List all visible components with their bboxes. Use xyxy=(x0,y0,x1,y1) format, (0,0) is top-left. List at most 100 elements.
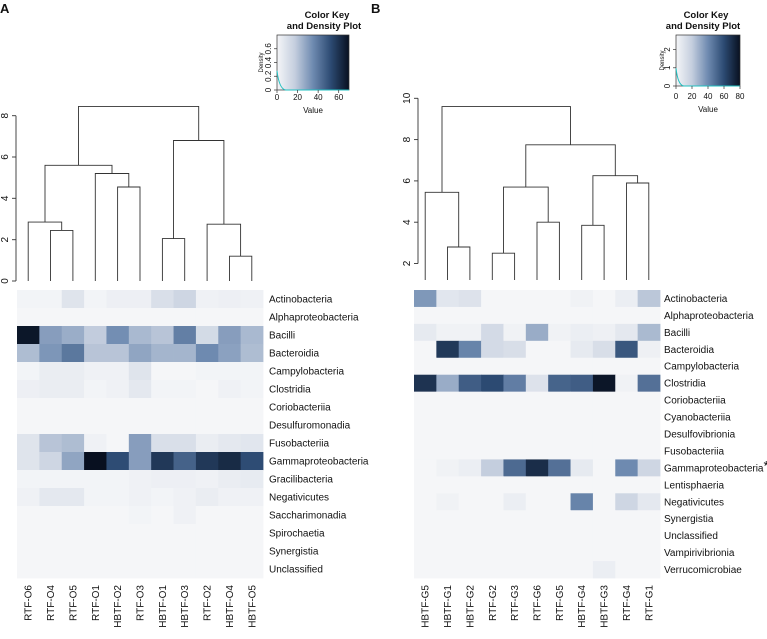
heatmap-cell xyxy=(128,380,152,399)
row-label: Vampirivibrionia xyxy=(664,548,735,559)
heatmap-cell xyxy=(151,398,174,417)
heatmap-cell xyxy=(414,357,437,376)
key-x-tick-label: 80 xyxy=(736,92,745,101)
row-label: Saccharimonadia xyxy=(269,511,347,522)
heatmap-cell xyxy=(128,398,152,417)
heatmap-cell xyxy=(195,524,219,543)
heatmap-cell xyxy=(240,380,264,399)
column-label: RTF-G3 xyxy=(510,585,521,621)
heatmap-cell xyxy=(151,290,174,309)
heatmap-cell xyxy=(637,476,661,494)
dendrogram-branch xyxy=(94,173,130,281)
heatmap-cell xyxy=(637,306,661,325)
heatmap-cell xyxy=(151,542,174,561)
row-label: Fusobacteriia xyxy=(664,446,724,457)
heatmap-cell xyxy=(151,488,174,507)
density-curve xyxy=(276,70,349,91)
heatmap-cell xyxy=(151,326,174,345)
heatmap-cell xyxy=(218,398,242,417)
heatmap-cell xyxy=(218,308,242,327)
heatmap-cell xyxy=(592,459,616,477)
row-label: Clostridia xyxy=(664,379,706,390)
heatmap-cell xyxy=(481,408,504,426)
heatmap-cell xyxy=(128,506,152,525)
heatmap-cell xyxy=(503,476,527,494)
heatmap-cell xyxy=(84,524,107,543)
y-tick-label: 4 xyxy=(402,219,413,225)
heatmap-cell xyxy=(151,416,174,435)
heatmap-cell xyxy=(173,470,197,489)
column-label: RTF-G6 xyxy=(533,585,544,621)
heatmap-cell xyxy=(570,323,594,342)
row-label: Unclassified xyxy=(664,531,718,542)
heatmap-cell xyxy=(84,416,107,435)
key-y-tick-label: 2 xyxy=(663,47,672,52)
heatmap-cell xyxy=(39,380,63,399)
heatmap-cell xyxy=(17,398,40,417)
heatmap-cell xyxy=(39,290,63,309)
heatmap-cell xyxy=(548,459,571,477)
heatmap-cell xyxy=(615,374,639,393)
heatmap-cell xyxy=(458,408,482,426)
y-tick-label: 2 xyxy=(0,236,11,242)
heatmap-cell xyxy=(548,357,571,376)
heatmap-cell xyxy=(525,323,549,342)
heatmap-cell xyxy=(503,323,527,342)
color-key-title: Color Key xyxy=(305,10,351,21)
row-label: Actinobacteria xyxy=(664,294,728,305)
heatmap-cell xyxy=(17,290,40,309)
heatmap-cell xyxy=(525,340,549,359)
heatmap-cell xyxy=(128,308,152,327)
heatmap-cell xyxy=(151,560,174,579)
heatmap-cell xyxy=(436,561,460,579)
heatmap-cell xyxy=(436,442,460,460)
dendrogram xyxy=(424,106,650,280)
heatmap-cell xyxy=(592,442,616,460)
heatmap-cell xyxy=(637,561,661,579)
key-x-tick-label: 60 xyxy=(720,92,729,101)
column-label: RTF-O6 xyxy=(24,585,35,621)
row-label: Gracilibacteria xyxy=(269,475,333,486)
heatmap-cell xyxy=(128,326,152,345)
heatmap-cell xyxy=(218,326,242,345)
heatmap-cell xyxy=(481,391,504,409)
heatmap-cell xyxy=(503,408,527,426)
heatmap-cell xyxy=(503,340,527,359)
y-tick-label: 10 xyxy=(402,92,413,104)
heatmap-cell xyxy=(570,391,594,409)
key-x-tick-label: 0 xyxy=(275,93,280,102)
heatmap-cell xyxy=(17,506,40,525)
heatmap xyxy=(414,290,661,579)
heatmap-cell xyxy=(414,374,437,393)
heatmap-cell xyxy=(84,326,107,345)
heatmap-cell xyxy=(240,398,264,417)
heatmap-cell xyxy=(615,306,639,325)
heatmap-cell xyxy=(61,416,85,435)
heatmap-cell xyxy=(39,560,63,579)
heatmap-cell xyxy=(61,398,85,417)
heatmap-cell xyxy=(570,374,594,393)
heatmap-cell xyxy=(414,527,437,545)
heatmap-cell xyxy=(503,357,527,376)
heatmap-cell xyxy=(436,493,460,511)
dendrogram-y-axis xyxy=(414,97,419,264)
heatmap-cell xyxy=(458,459,482,477)
heatmap-cell xyxy=(525,408,549,426)
heatmap-cell xyxy=(637,425,661,443)
heatmap-cell xyxy=(525,459,549,477)
heatmap-cell xyxy=(84,380,107,399)
heatmap-cell xyxy=(615,425,639,443)
heatmap-cell xyxy=(195,308,219,327)
heatmap-cell xyxy=(548,442,571,460)
heatmap-cell xyxy=(615,442,639,460)
heatmap-cell xyxy=(39,326,63,345)
row-label: Coriobacteriia xyxy=(269,403,331,414)
heatmap-cell xyxy=(195,542,219,561)
heatmap-cell xyxy=(458,306,482,325)
key-y-tick-label: 0.6 xyxy=(264,43,273,55)
heatmap-cell xyxy=(151,506,174,525)
heatmap-cell xyxy=(637,442,661,460)
heatmap-cell xyxy=(436,459,460,477)
row-label: Fusobacteriia xyxy=(269,439,329,450)
heatmap-cell xyxy=(195,488,219,507)
